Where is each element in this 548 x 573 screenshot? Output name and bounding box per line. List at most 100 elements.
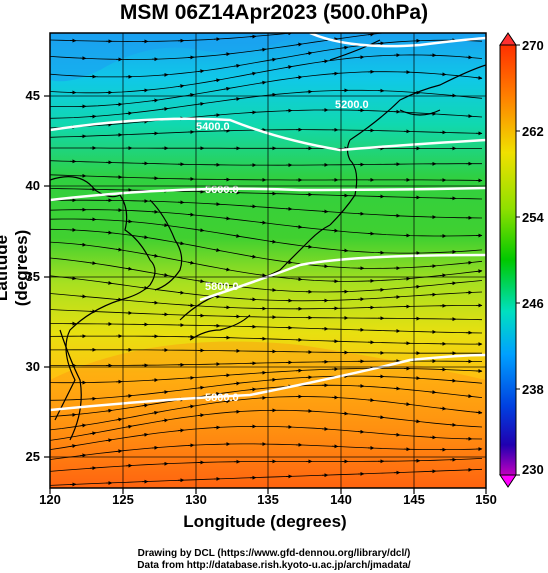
axis-ticks	[44, 95, 487, 494]
x-tick-label: 140	[330, 492, 352, 507]
x-tick-label: 125	[112, 492, 134, 507]
streamline	[50, 375, 483, 401]
wind-arrow	[89, 466, 97, 471]
streamline	[50, 218, 483, 254]
wind-arrow	[69, 276, 77, 281]
wind-arrow	[357, 429, 365, 434]
wind-arrow	[259, 47, 267, 52]
figure-title: MSM 06Z14Apr2023 (500.0hPa)	[119, 1, 429, 24]
contour-5400	[50, 117, 486, 152]
wind-arrow	[475, 75, 483, 80]
credit-drawing: Drawing by DCL (https://www.gfd-dennou.o…	[137, 548, 411, 559]
wind-arrow	[285, 260, 293, 265]
streamline	[50, 89, 483, 119]
wind-arrow	[177, 241, 185, 246]
contour-5600	[50, 186, 486, 202]
wind-arrow	[233, 233, 241, 238]
contour-label-5200: 5200.0	[335, 99, 369, 111]
streamline	[50, 199, 483, 219]
x-tick-label: 145	[403, 492, 425, 507]
contour-5800-north	[199, 253, 486, 302]
wind-arrow	[269, 377, 277, 382]
wind-arrow	[141, 119, 149, 124]
wind-arrow	[125, 266, 133, 271]
wind-arrow	[213, 392, 221, 397]
wind-arrow	[269, 57, 277, 62]
wind-arrow	[223, 216, 231, 221]
wind-arrow	[197, 385, 205, 390]
wind-arrow	[105, 280, 113, 285]
contour-label-5600: 5600.0	[205, 184, 239, 196]
x-tick-label: 135	[257, 492, 279, 507]
colorbar-bottom-arrow	[499, 474, 517, 488]
streamline	[50, 458, 483, 472]
wind-arrow	[465, 260, 473, 265]
wind-arrow	[177, 428, 185, 433]
x-tick-label: 130	[185, 492, 207, 507]
wind-arrow	[465, 55, 473, 60]
wind-arrow	[115, 417, 123, 422]
streamline	[50, 257, 483, 293]
wind-arrow	[79, 423, 87, 428]
wind-arrow	[125, 219, 133, 224]
wind-arrow	[413, 419, 421, 424]
wind-arrow	[141, 88, 149, 93]
colorbar-gradient	[499, 44, 517, 476]
wind-arrow	[429, 390, 437, 395]
wind-arrow	[177, 84, 185, 89]
wind-arrow	[151, 253, 159, 258]
contour-label-5800b: 5800.0	[205, 392, 239, 404]
wind-arrow	[105, 408, 113, 413]
wind-arrow	[141, 403, 149, 408]
wind-arrow	[449, 378, 457, 383]
wind-arrow	[305, 51, 313, 56]
wind-arrow	[341, 45, 349, 50]
wind-arrow	[403, 402, 411, 407]
contour-label-5800a: 5800.0	[205, 281, 239, 293]
contour-label-5400: 5400.0	[196, 121, 230, 133]
streamline	[50, 426, 483, 450]
wind-arrow	[197, 228, 205, 233]
wind-arrow	[213, 294, 221, 299]
wind-arrow	[269, 92, 277, 97]
y-tick-label: 25	[25, 449, 40, 464]
colorbar-tick-label: 238	[522, 382, 544, 397]
colorbar-tick-label: 262	[522, 124, 544, 139]
y-tick-label: 40	[25, 178, 40, 193]
streamline	[50, 309, 483, 321]
wind-arrow	[322, 29, 328, 30]
wind-arrow	[125, 111, 133, 116]
wind-arrow	[305, 244, 313, 249]
wind-arrow	[377, 415, 385, 420]
wind-arrow	[331, 228, 339, 233]
wind-arrow	[449, 422, 457, 427]
wind-arrow	[331, 71, 339, 76]
colorbar	[499, 32, 520, 488]
wind-arrow	[259, 80, 267, 85]
wind-arrow	[249, 254, 257, 259]
wind-arrow	[465, 394, 473, 399]
wind-arrow	[213, 78, 221, 83]
wind-arrow	[141, 235, 149, 240]
wind-arrow	[161, 106, 169, 111]
streamline	[50, 275, 483, 302]
wind-arrow	[341, 411, 349, 416]
wind-arrow	[141, 432, 149, 437]
streamline	[50, 160, 482, 166]
wind-arrow	[475, 269, 483, 274]
wind-arrow	[197, 69, 205, 74]
wind-arrow	[151, 98, 159, 103]
wind-arrow	[393, 432, 401, 437]
streamline	[50, 384, 483, 417]
wind-arrow	[321, 264, 329, 269]
wind-arrow	[367, 398, 375, 403]
streamline	[50, 349, 482, 354]
wind-arrow	[151, 445, 159, 450]
wind-arrow	[475, 410, 483, 415]
wind-arrow	[439, 406, 447, 411]
wind-arrow	[79, 453, 87, 458]
wind-arrow	[161, 223, 169, 228]
wind-arrow	[115, 297, 123, 302]
wind-arrow	[429, 264, 437, 269]
colorbar-top-arrow	[499, 32, 517, 46]
